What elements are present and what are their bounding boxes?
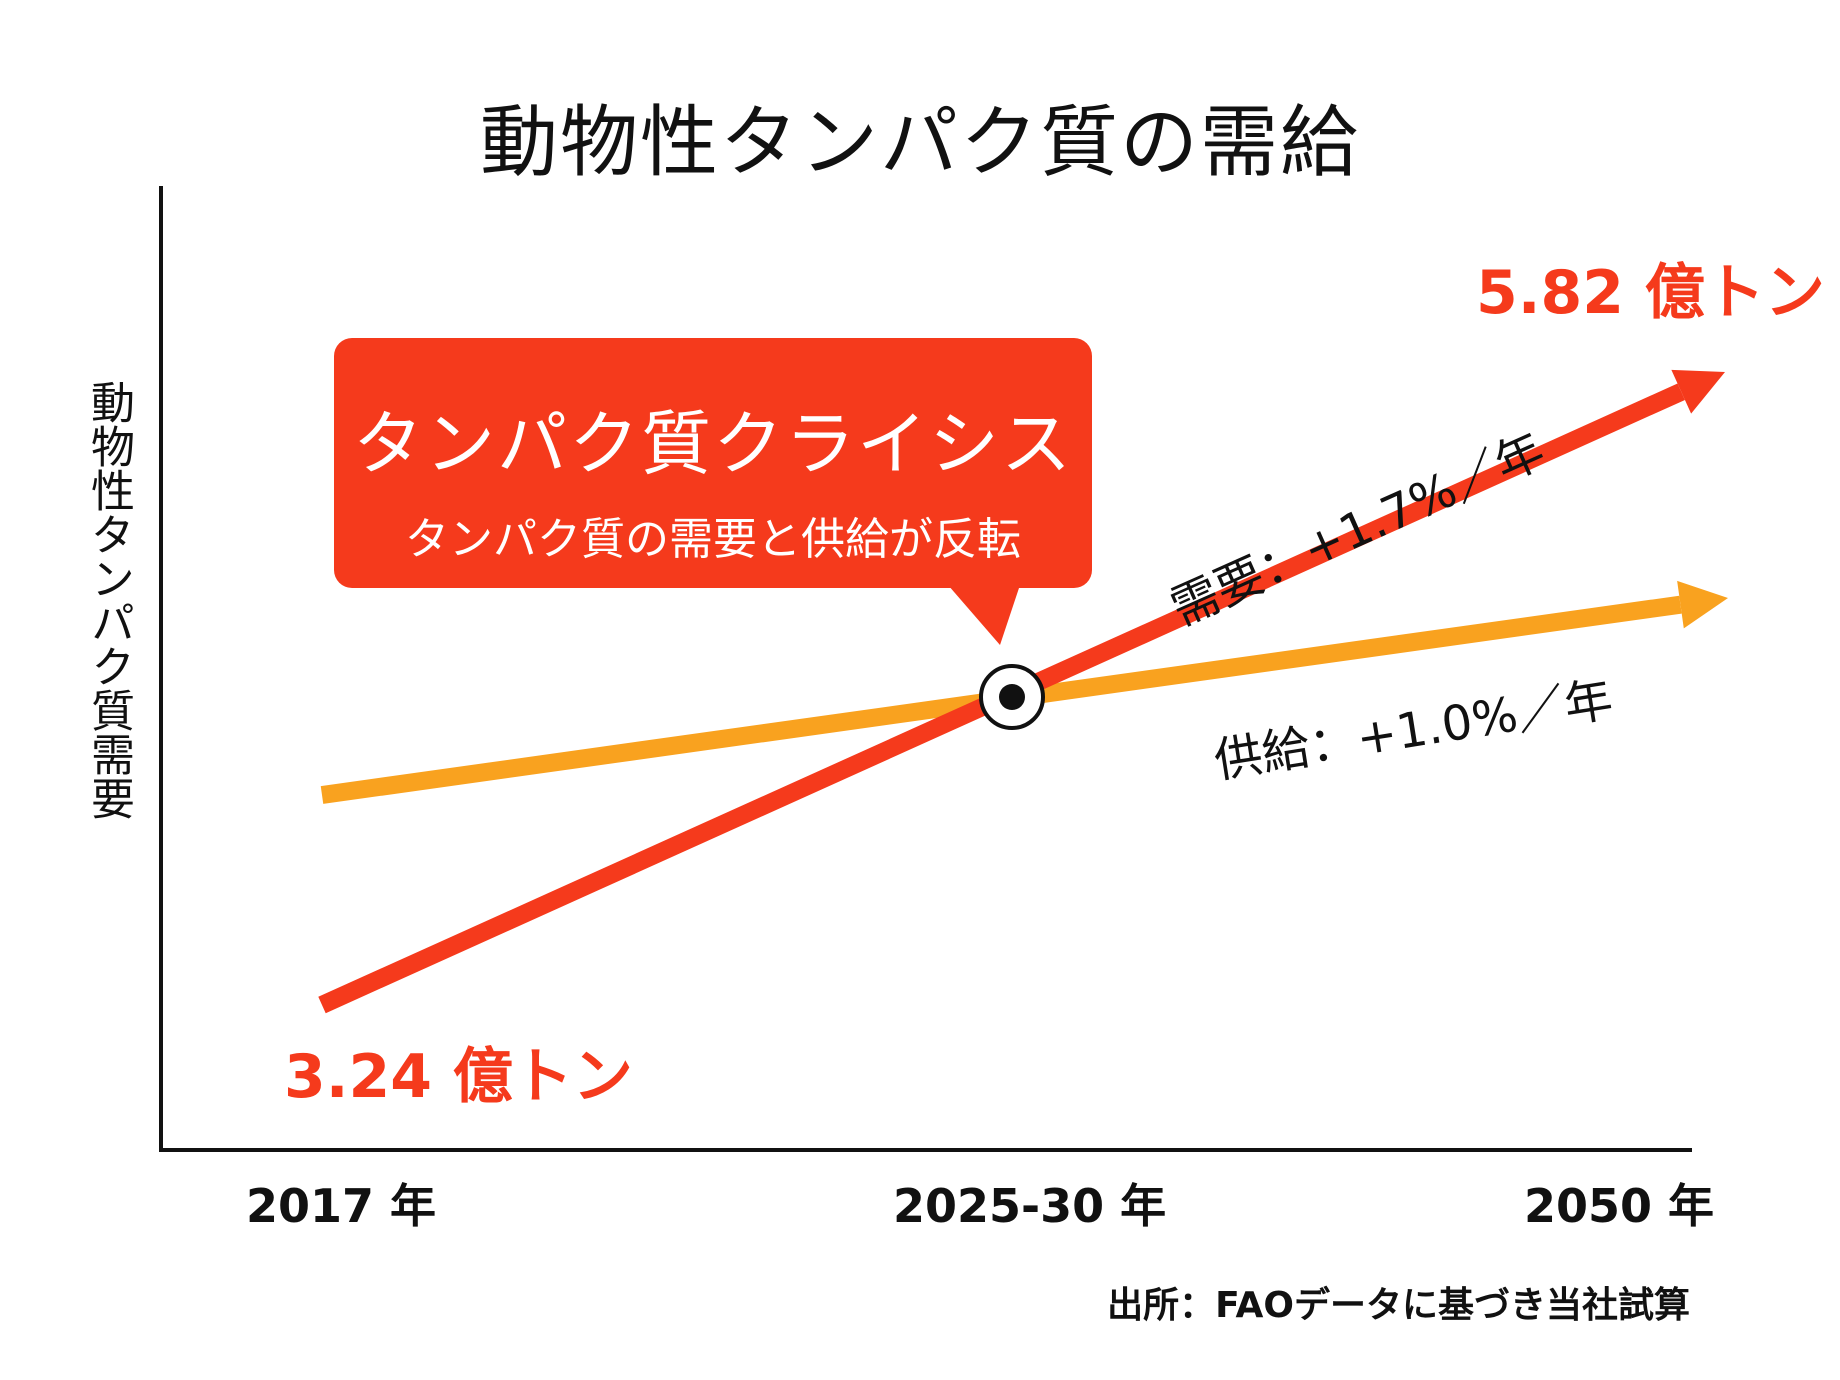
x-tick-2025-30: 2025-30 年	[893, 1179, 1167, 1233]
chart-title: 動物性タンパク質の需給	[479, 98, 1360, 188]
demand-start-value: 3.24 億トン	[284, 1042, 633, 1112]
callout-pointer	[948, 585, 1020, 645]
supply-series-arrowhead	[1677, 580, 1728, 629]
crossover-marker-dot	[999, 684, 1025, 710]
y-axis-label: 動物性タンパク質需要	[83, 380, 134, 820]
demand-series-arrowhead	[1671, 369, 1725, 414]
x-tick-2050: 2050 年	[1524, 1179, 1715, 1233]
demand-end-value: 5.82 億トン	[1476, 258, 1825, 328]
source-note: 出所：FAOデータに基づき当社試算	[1107, 1285, 1690, 1326]
x-tick-2017: 2017 年	[246, 1179, 437, 1233]
callout-title: タンパク質クライシス	[353, 403, 1073, 485]
callout-box: タンパク質クライシス タンパク質の需要と供給が反転	[334, 338, 1092, 588]
callout-subtitle: タンパク質の需要と供給が反転	[405, 514, 1021, 565]
